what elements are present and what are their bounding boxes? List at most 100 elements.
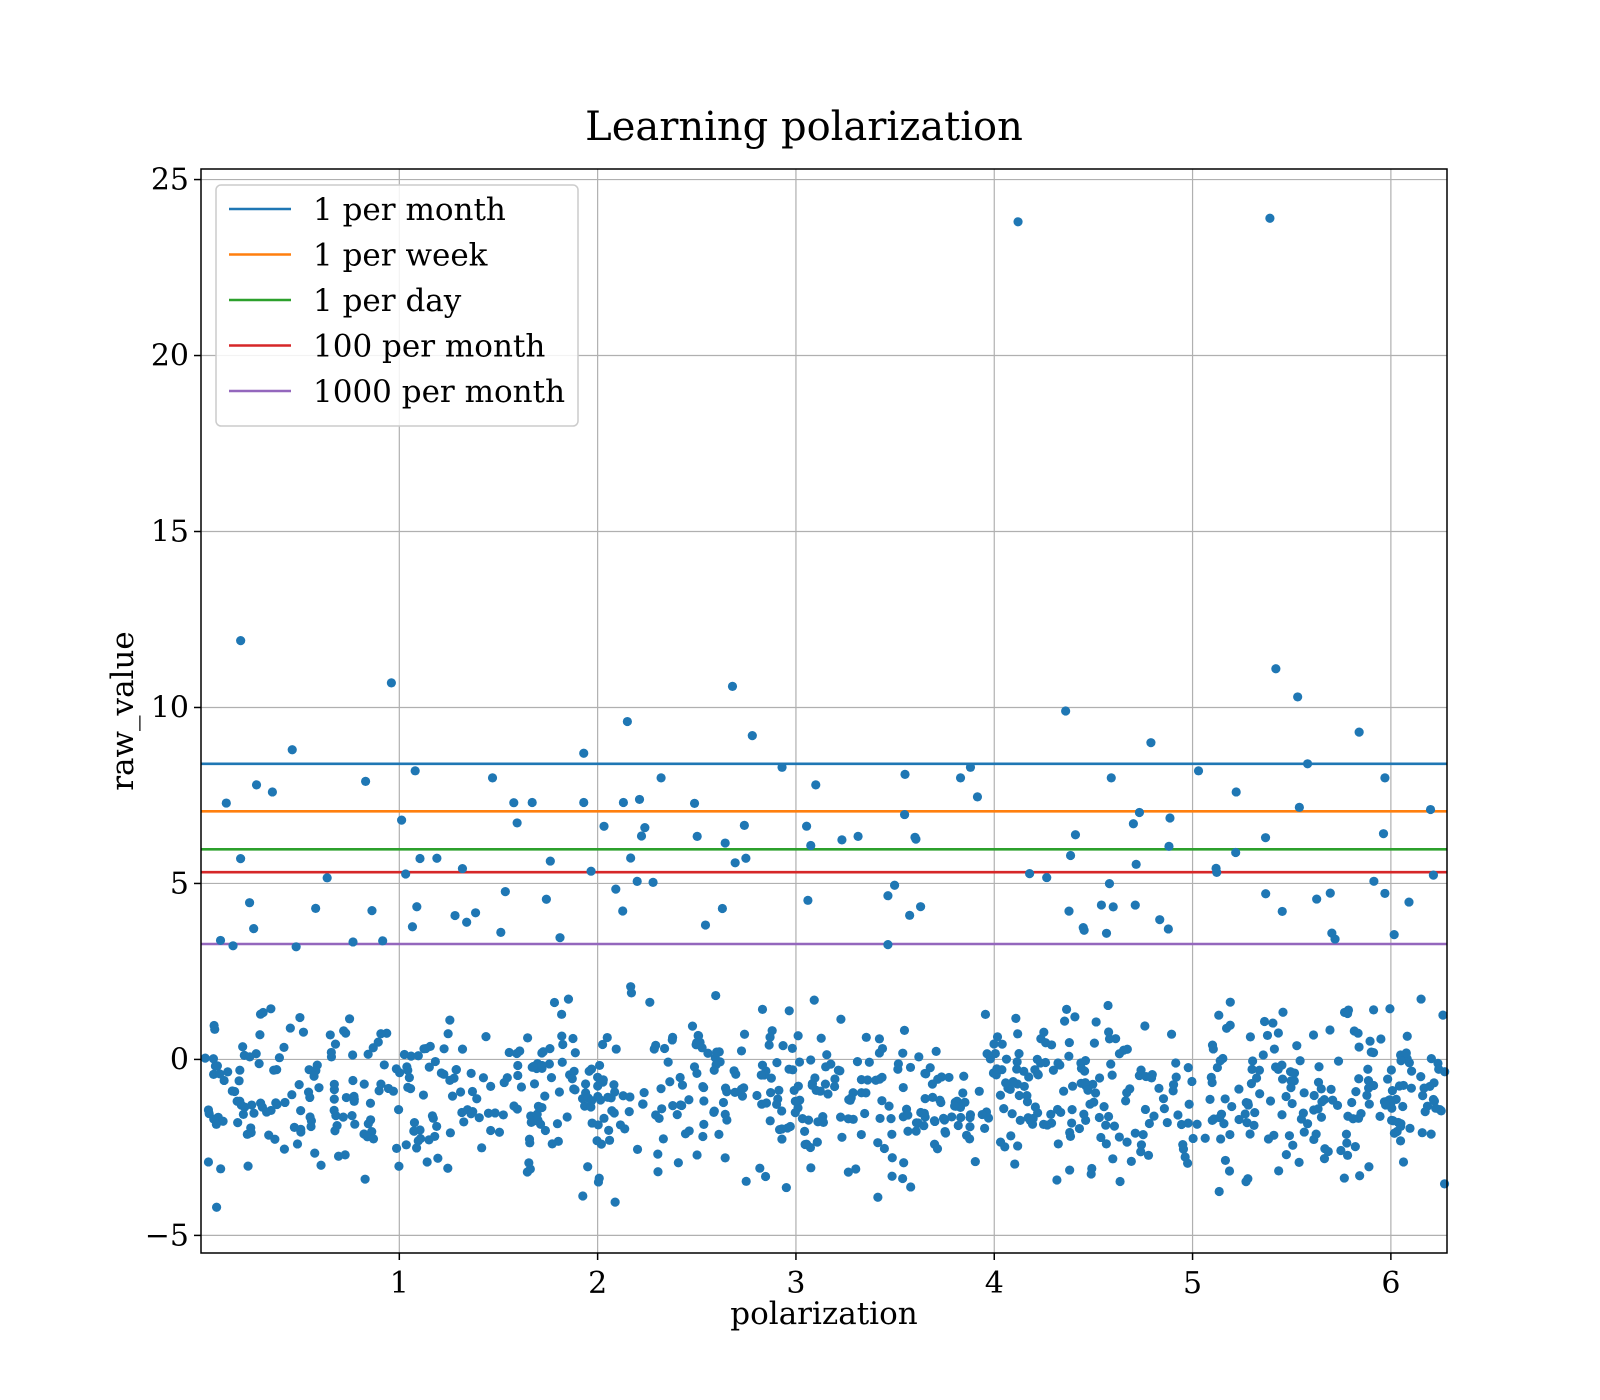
x-tick-label: 6 <box>1381 1266 1400 1301</box>
scatter-point <box>1225 1129 1235 1140</box>
scatter-point <box>812 1137 822 1147</box>
scatter-point <box>837 1132 847 1142</box>
scatter-point <box>634 794 645 805</box>
scatter-point <box>443 1029 453 1039</box>
scatter-point <box>1053 1139 1063 1149</box>
scatter-point <box>879 1143 889 1154</box>
scatter-point <box>477 1143 487 1153</box>
scatter-point <box>929 1116 940 1126</box>
scatter-point <box>903 1126 913 1136</box>
scatter-point <box>626 988 637 998</box>
scatter-point <box>1354 1042 1364 1052</box>
scatter-point <box>1271 664 1281 674</box>
scatter-point <box>959 1071 969 1081</box>
scatter-point <box>928 1092 938 1102</box>
scatter-point <box>1013 217 1023 227</box>
scatter-point <box>494 1127 505 1137</box>
scatter-point <box>291 942 301 952</box>
scatter-point <box>761 1098 772 1108</box>
scatter-point <box>1064 1037 1074 1048</box>
scatter-point <box>1246 1079 1257 1089</box>
scatter-point <box>1165 813 1175 823</box>
scatter-point <box>1277 1110 1287 1120</box>
scatter-point <box>730 858 740 868</box>
scatter-point <box>698 1081 708 1092</box>
scatter-point <box>1059 1086 1069 1096</box>
scatter-point <box>639 1087 649 1098</box>
scatter-point <box>1396 1121 1406 1131</box>
threshold-lines <box>201 762 1447 946</box>
scatter-point <box>1214 1186 1224 1197</box>
scatter-point <box>1368 1048 1379 1058</box>
scatter-point <box>325 1030 335 1040</box>
scatter-point <box>873 1138 883 1148</box>
scatter-point <box>1214 1010 1224 1020</box>
scatter-point <box>1065 850 1076 861</box>
scatter-point <box>714 1129 724 1139</box>
scatter-point <box>920 1093 930 1104</box>
scatter-point <box>1273 1028 1283 1038</box>
scatter-point <box>920 1068 930 1079</box>
scatter-point <box>822 1050 832 1060</box>
scatter-point <box>1103 1000 1113 1011</box>
scatter-point <box>329 1079 339 1089</box>
scatter-point <box>1070 830 1081 840</box>
scatter-point <box>1065 1165 1075 1175</box>
scatter-point <box>1136 1065 1146 1075</box>
scatter-point <box>540 1091 550 1101</box>
scatter-point <box>450 910 460 921</box>
scatter-point <box>1302 759 1313 769</box>
scatter-point <box>549 997 560 1008</box>
scatter-point <box>1277 1074 1288 1084</box>
scatter-point <box>1046 1109 1056 1119</box>
scatter-point <box>1278 1007 1288 1017</box>
scatter-point <box>1380 888 1390 899</box>
scatter-point <box>899 1158 909 1168</box>
scatter-point <box>490 1108 500 1118</box>
scatter-point <box>632 1144 643 1154</box>
scatter-point <box>545 856 555 866</box>
scatter-point <box>1299 1127 1309 1137</box>
scatter-point <box>245 1127 256 1138</box>
scatter-point <box>818 1112 828 1122</box>
scatter-point <box>219 1075 229 1086</box>
scatter-point <box>760 1171 771 1182</box>
scatter-point <box>238 1109 248 1120</box>
scatter-point <box>873 1192 883 1202</box>
scatter-point <box>1299 1088 1309 1098</box>
scatter-point <box>457 864 468 874</box>
scatter-point <box>1136 1140 1147 1150</box>
scatter-point <box>350 1119 360 1129</box>
scatter-point <box>1089 1097 1099 1107</box>
scatter-point <box>296 1105 306 1116</box>
scatter-point <box>1259 1016 1270 1027</box>
scatter-point <box>409 1118 420 1128</box>
scatter-point <box>294 1080 304 1090</box>
scatter-point <box>215 935 226 946</box>
scatter-point <box>498 1110 508 1120</box>
scatter-point <box>766 1073 776 1083</box>
legend-entries: 1 per month 1 per week 1 per day 100 per mo… <box>229 192 565 410</box>
scatter-point <box>330 1126 340 1136</box>
scatter-point <box>512 818 522 828</box>
scatter-point <box>961 1130 972 1140</box>
scatter-point <box>555 933 565 943</box>
scatter-point <box>806 840 816 851</box>
scatter-point <box>211 1119 221 1129</box>
scatter-point <box>1416 994 1426 1004</box>
scatter-point <box>401 1140 411 1150</box>
scatter-point <box>932 1144 943 1154</box>
scatter-point <box>474 1113 484 1123</box>
scatter-point <box>1225 997 1235 1007</box>
scatter-point <box>570 1048 580 1058</box>
x-tick-label: 2 <box>588 1266 607 1301</box>
scatter-point <box>1341 1129 1352 1139</box>
scatter-point <box>1042 872 1052 883</box>
scatter-point <box>1330 934 1340 944</box>
scatter-point <box>887 1129 897 1139</box>
scatter-point <box>487 773 498 783</box>
scatter-point <box>1164 841 1174 851</box>
scatter-point <box>329 1105 339 1115</box>
scatter-point <box>447 1091 458 1101</box>
scatter-point <box>1149 1111 1159 1121</box>
